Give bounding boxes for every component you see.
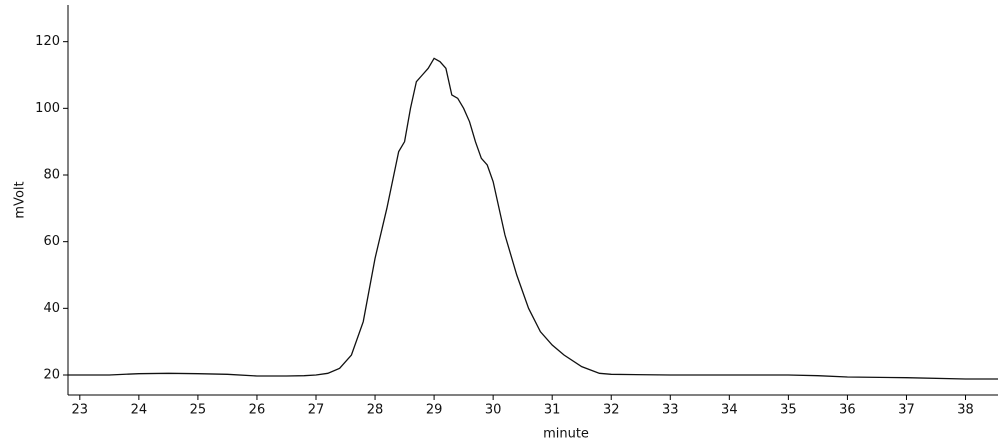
y-tick-label: 20 — [43, 368, 60, 383]
x-tick-label: 32 — [603, 403, 620, 418]
y-tick-label: 100 — [35, 101, 60, 116]
y-axis-label: mVolt — [13, 181, 28, 218]
x-tick-label: 35 — [780, 403, 797, 418]
x-tick-label: 38 — [957, 403, 974, 418]
y-tick-label: 80 — [43, 168, 60, 183]
x-tick-label: 31 — [544, 403, 561, 418]
x-tick-label: 29 — [426, 403, 443, 418]
x-axis-label: minute — [543, 427, 589, 442]
y-tick-label: 120 — [35, 34, 60, 49]
y-tick-label: 40 — [43, 301, 60, 316]
x-tick-label: 25 — [190, 403, 207, 418]
y-tick-label: 60 — [43, 234, 60, 249]
x-tick-label: 33 — [662, 403, 679, 418]
x-tick-label: 23 — [72, 403, 89, 418]
x-tick-label: 36 — [839, 403, 856, 418]
x-tick-label: 26 — [249, 403, 266, 418]
x-tick-label: 30 — [485, 403, 502, 418]
x-tick-label: 27 — [308, 403, 325, 418]
x-tick-label: 28 — [367, 403, 384, 418]
x-tick-label: 24 — [131, 403, 148, 418]
data-line — [68, 57, 998, 380]
x-tick-label: 34 — [721, 403, 738, 418]
x-tick-label: 37 — [898, 403, 915, 418]
